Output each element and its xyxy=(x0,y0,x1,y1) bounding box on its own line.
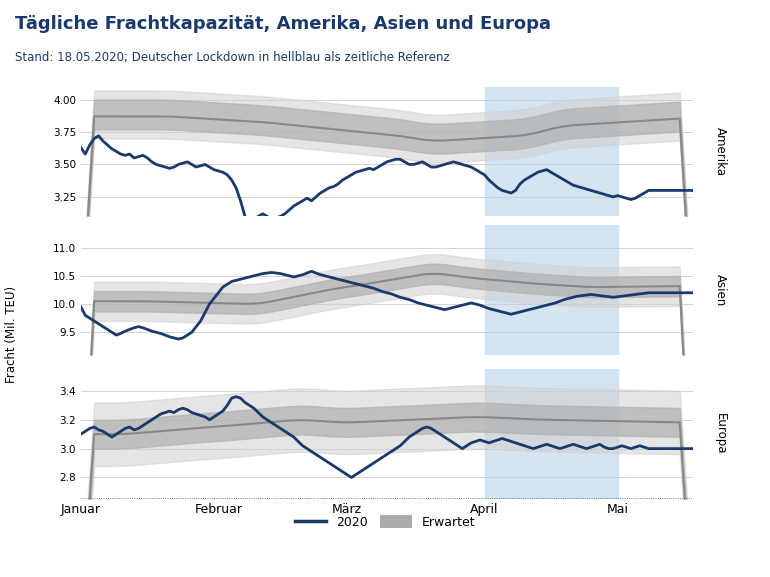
Text: Quelle: Thomson Reuters, eigene Berechnungen.: Quelle: Thomson Reuters, eigene Berechnu… xyxy=(12,553,268,563)
Legend: 2020, Erwartet: 2020, Erwartet xyxy=(290,511,480,534)
Text: Datenmonitor Corona-Krise: Datenmonitor Corona-Krise xyxy=(549,552,755,565)
Bar xyxy=(484,369,618,499)
Text: Asien: Asien xyxy=(715,274,727,306)
Text: Europa: Europa xyxy=(715,414,727,455)
Text: Stand: 18.05.2020; Deutscher Lockdown in hellblau als zeitliche Referenz: Stand: 18.05.2020; Deutscher Lockdown in… xyxy=(15,51,450,64)
Text: Tägliche Frachtkapazität, Amerika, Asien und Europa: Tägliche Frachtkapazität, Amerika, Asien… xyxy=(15,15,551,33)
Bar xyxy=(484,87,618,216)
Text: Fracht (Mil. TEU): Fracht (Mil. TEU) xyxy=(5,286,18,383)
Bar xyxy=(484,225,618,355)
Text: Amerika: Amerika xyxy=(715,127,727,176)
